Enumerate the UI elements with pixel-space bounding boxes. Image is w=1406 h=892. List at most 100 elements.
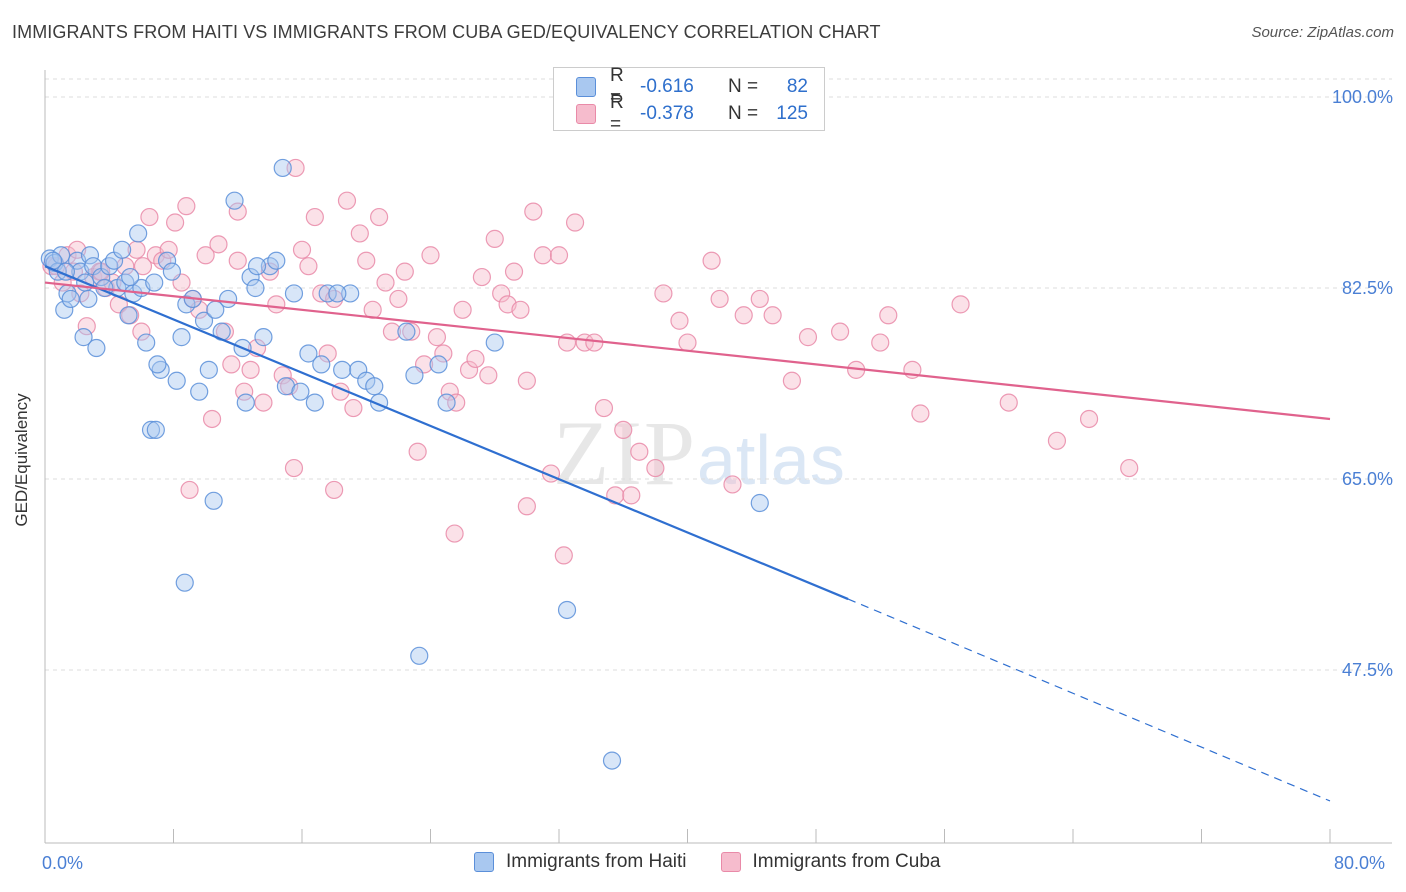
cuba-point <box>445 524 464 543</box>
cuba-point <box>492 284 511 303</box>
haiti-point <box>172 328 191 347</box>
cuba-point <box>254 393 273 412</box>
cuba-point <box>133 257 153 276</box>
haiti-point <box>410 646 429 665</box>
haiti-n-value: 82 <box>786 76 808 97</box>
cuba-point <box>421 246 440 265</box>
haiti-point <box>405 366 424 385</box>
haiti-point <box>121 267 140 287</box>
cuba-point <box>1047 431 1067 450</box>
haiti-point <box>437 393 456 412</box>
cuba-point <box>77 317 96 336</box>
cuba-point <box>350 224 369 243</box>
cuba-point <box>1079 409 1099 429</box>
cuba-point <box>222 355 241 374</box>
haiti-point <box>129 224 148 243</box>
cuba-point <box>606 486 625 505</box>
y-tick-label: 100.0% <box>1331 87 1393 107</box>
x-tick-label: 0.0% <box>42 853 84 873</box>
cuba-point <box>750 289 769 309</box>
cuba-point <box>614 420 633 439</box>
cuba-point <box>782 371 802 390</box>
cuba-point <box>196 246 215 265</box>
cuba-point <box>879 306 898 325</box>
haiti-point <box>291 382 310 401</box>
cuba-point <box>517 497 536 516</box>
haiti-point <box>333 360 352 379</box>
haiti-legend-swatch <box>474 852 494 872</box>
cuba-trend-line <box>44 281 1331 421</box>
cuba-point <box>951 295 970 314</box>
cuba-point <box>511 300 530 319</box>
haiti-point <box>246 278 265 298</box>
cuba-point <box>678 333 697 352</box>
cuba-point <box>466 349 485 369</box>
cuba-point <box>533 246 553 265</box>
watermark-atlas: atlas <box>697 421 845 499</box>
cuba-point <box>395 262 414 281</box>
cuba-point <box>871 333 890 352</box>
legend-row-haiti: R = -0.616 N = 82 <box>576 65 808 108</box>
haiti-point <box>365 377 384 396</box>
y-tick-label: 47.5% <box>1341 660 1393 680</box>
cuba-point <box>241 360 260 379</box>
haiti-point <box>175 573 194 592</box>
legend-row-cuba: R = -0.378 N = 125 <box>576 92 808 135</box>
haiti-point <box>273 158 292 178</box>
haiti-point <box>119 306 138 325</box>
haiti-point <box>254 328 273 347</box>
legend-item-haiti: Immigrants from Haiti <box>474 851 687 873</box>
cuba-point <box>654 284 673 303</box>
cuba-point <box>594 398 614 418</box>
cuba-point <box>459 360 479 379</box>
haiti-point <box>602 751 622 770</box>
cuba-point <box>228 202 247 221</box>
cuba-point <box>434 344 453 363</box>
cuba-point <box>389 289 408 309</box>
cuba-point <box>402 322 421 341</box>
cuba-point <box>370 207 389 227</box>
haiti-point <box>162 262 181 281</box>
cuba-point <box>763 306 782 325</box>
cuba-point <box>376 273 395 292</box>
haiti-point <box>74 328 93 347</box>
cuba-point <box>132 322 151 341</box>
haiti-trend-line <box>44 265 849 601</box>
cuba-point <box>305 207 324 227</box>
chart-title: IMMIGRANTS FROM HAITI VS IMMIGRANTS FROM… <box>12 22 881 42</box>
cuba-point <box>344 398 363 418</box>
cuba-point <box>357 251 376 270</box>
cuba-point <box>622 486 641 505</box>
x-tick-label: 80.0% <box>1334 853 1386 873</box>
cuba-point <box>565 213 585 232</box>
haiti-point <box>485 333 504 352</box>
cuba-point <box>166 213 185 232</box>
haiti-point <box>148 355 167 374</box>
haiti-point <box>100 257 119 276</box>
haiti-point <box>199 360 218 379</box>
cuba-point <box>292 240 312 259</box>
haiti-point <box>194 311 214 330</box>
cuba-swatch <box>576 104 596 124</box>
haiti-point <box>236 393 255 412</box>
haiti-point <box>61 289 80 309</box>
cuba-point <box>408 442 427 461</box>
haiti-point <box>80 246 100 265</box>
cuba-point <box>180 480 199 500</box>
cuba-point <box>284 458 304 478</box>
cuba-point <box>1120 458 1139 478</box>
cuba-point <box>549 246 569 265</box>
cuba-legend-label: Immigrants from Cuba <box>752 851 941 872</box>
cuba-point <box>286 158 305 178</box>
haiti-point <box>341 284 360 303</box>
haiti-point <box>112 240 132 259</box>
haiti-point <box>557 600 577 620</box>
cuba-n-value: 125 <box>776 103 808 124</box>
cuba-point <box>318 344 337 363</box>
r-label: R = <box>610 92 624 135</box>
haiti-point <box>429 355 448 374</box>
series-legend: Immigrants from Haiti Immigrants from Cu… <box>474 851 974 873</box>
haiti-point <box>204 491 223 510</box>
haiti-point <box>305 393 324 412</box>
